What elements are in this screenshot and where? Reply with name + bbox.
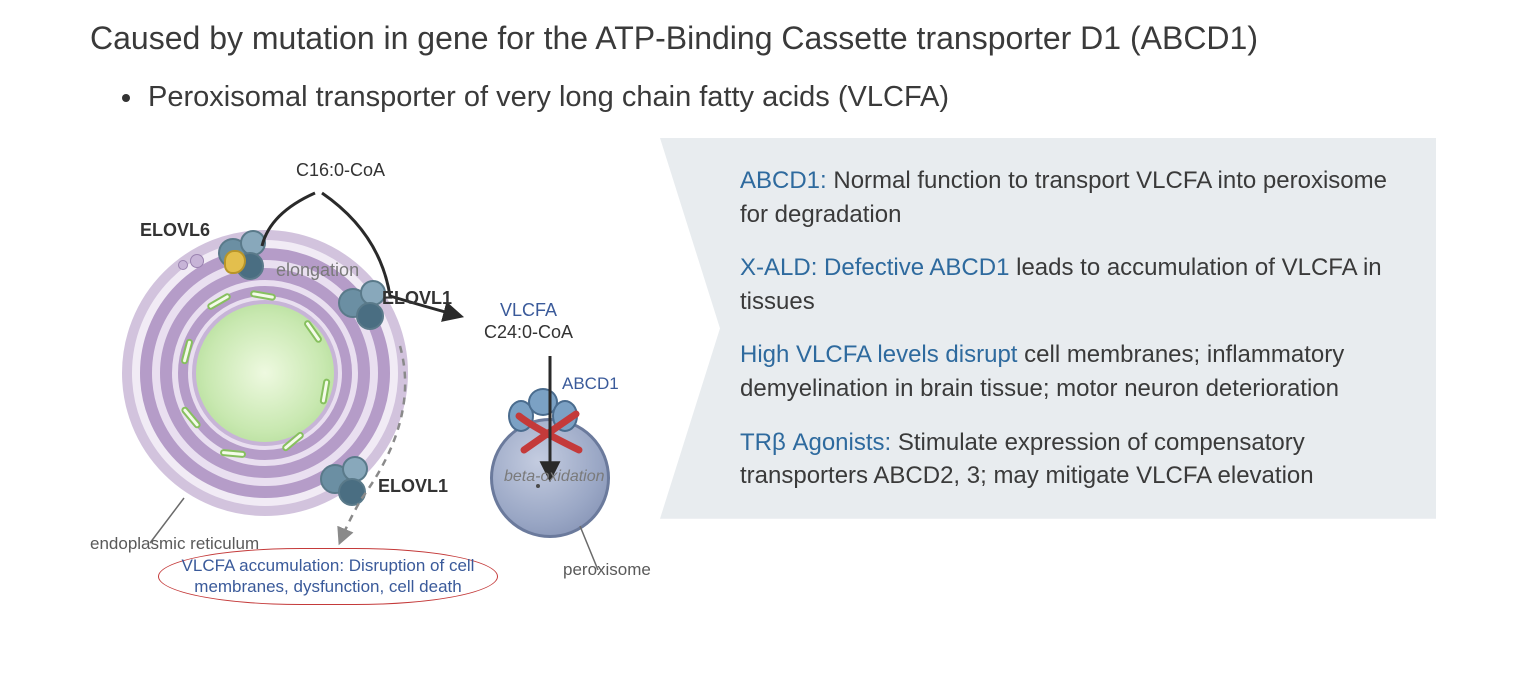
bullet-text: Peroxisomal transporter of very long cha… <box>148 81 949 114</box>
vesicle-dot-icon <box>178 260 188 270</box>
elovl1-top-label: ELOVL1 <box>382 288 452 309</box>
bullet-dot-icon <box>122 94 130 102</box>
abcd1-label: ABCD1 <box>562 374 619 394</box>
elongation-label: elongation <box>276 260 359 281</box>
slide-title: Caused by mutation in gene for the ATP-B… <box>90 20 1456 57</box>
pathway-diagram: C16:0-CoA ELOVL6 elongation ELOVL1 VLCFA… <box>90 138 650 608</box>
c24-label: C24:0-CoA <box>484 322 573 343</box>
elovl6-label: ELOVL6 <box>140 220 210 241</box>
info-key: TRβ Agonists: <box>740 429 891 456</box>
info-key: ABCD1: <box>740 167 827 194</box>
content-row: C16:0-CoA ELOVL6 elongation ELOVL1 VLCFA… <box>90 138 1456 608</box>
info-key: High VLCFA levels disrupt <box>740 341 1017 368</box>
c16-label: C16:0-CoA <box>296 160 385 181</box>
info-key: X-ALD: Defective ABCD1 <box>740 254 1009 281</box>
info-text: Normal function to transport VLCFA into … <box>740 167 1387 228</box>
info-item: X-ALD: Defective ABCD1 leads to accumula… <box>740 251 1402 318</box>
info-panel: ABCD1: Normal function to transport VLCF… <box>660 138 1436 519</box>
info-item: High VLCFA levels disrupt cell membranes… <box>740 338 1402 405</box>
elovl6-protein-icon <box>218 230 270 282</box>
vesicle-dot-icon <box>190 254 204 268</box>
accumulation-callout: VLCFA accumulation: Disruption of cell m… <box>158 548 498 605</box>
elovl1-bottom-label: ELOVL1 <box>378 476 448 497</box>
info-item: TRβ Agonists: Stimulate expression of co… <box>740 426 1402 493</box>
elovl1-protein-icon <box>320 456 372 508</box>
peroxisome-label: peroxisome <box>563 560 651 580</box>
vlcfa-label: VLCFA <box>500 300 557 321</box>
beta-oxidation-label: beta-oxidation <box>504 468 605 486</box>
bullet-row: Peroxisomal transporter of very long cha… <box>122 81 1456 114</box>
info-item: ABCD1: Normal function to transport VLCF… <box>740 164 1402 231</box>
